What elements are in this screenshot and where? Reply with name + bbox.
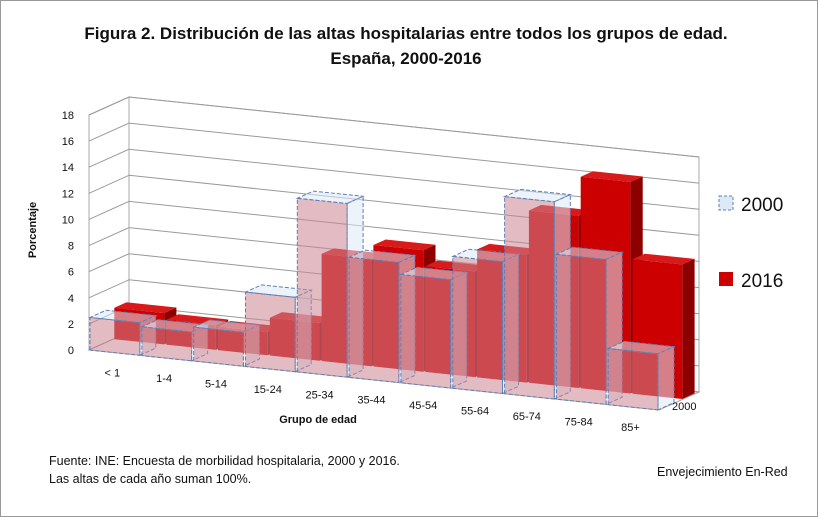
x-tick-label: 25-34 <box>306 389 334 401</box>
x-tick-label: 35-44 <box>357 395 385 407</box>
bar-2000-front <box>607 347 659 411</box>
y-tick-label: 4 <box>68 293 74 305</box>
x-tick-label: 65-74 <box>513 411 541 423</box>
gridline <box>88 96 700 158</box>
x-tick-label: 55-64 <box>461 406 489 418</box>
x-axis-label: Grupo de edad <box>279 414 357 426</box>
bar-2016-top <box>632 253 695 265</box>
y-tick-label: 10 <box>62 214 74 226</box>
legend-label-2000: 2000 <box>741 195 783 216</box>
y-axis-label: Porcentaje <box>27 202 39 258</box>
bar-2000-front <box>400 273 452 389</box>
gridline <box>88 122 700 184</box>
chart-bars <box>88 171 695 411</box>
bar-2000-front <box>452 255 503 395</box>
y-tick-label: 14 <box>62 162 74 174</box>
bar-2000-front <box>555 253 607 405</box>
bar-2000-front <box>245 291 296 373</box>
y-tick-label: 18 <box>62 110 74 122</box>
bar-2016-top <box>373 239 436 251</box>
y-tick-label: 16 <box>62 136 74 148</box>
y-axis-ticks: 0 2 4 6 8 10 12 14 16 18 <box>62 110 74 357</box>
bar-2000 <box>606 340 676 411</box>
legend: 2000 2016 <box>718 195 783 292</box>
bar-2000-front <box>504 196 555 400</box>
x-tick-label: 15-24 <box>254 384 282 396</box>
x-axis-categories: < 1 1-4 5-14 15-24 25-34 35-44 45-54 55-64 65-74… <box>105 367 640 434</box>
y-tick-label: 0 <box>68 345 74 357</box>
x-tick-label: < 1 <box>105 367 121 379</box>
bar-2016-top <box>114 302 177 314</box>
x-tick-label: 85+ <box>621 422 640 434</box>
y-tick-label: 8 <box>68 241 74 253</box>
x-tick-label: 1-4 <box>156 373 172 385</box>
bar-2000-front <box>348 256 400 384</box>
legend-swatch-2016 <box>719 272 733 286</box>
bar-2016-side <box>682 258 695 399</box>
x-tick-label: 45-54 <box>409 400 437 412</box>
y-tick-label: 6 <box>68 267 74 279</box>
source-note-2: Las altas de cada año suman 100%. <box>49 472 252 486</box>
gridline <box>88 148 700 210</box>
bar-2000-front <box>296 197 348 378</box>
credit-text: Envejecimiento En-Red <box>657 465 788 479</box>
source-note: Fuente: INE: Encuesta de morbilidad hosp… <box>49 454 400 468</box>
legend-label-2016: 2016 <box>741 271 783 292</box>
bar-2016-top <box>580 171 643 182</box>
bar-2000-front <box>193 326 244 367</box>
x-tick-label: 5-14 <box>205 378 227 390</box>
bar-2000-front <box>89 316 141 356</box>
bar-2000-front <box>141 326 193 362</box>
y-tick-label: 2 <box>68 319 74 331</box>
chart-title: Figura 2. Distribución de las altas hosp… <box>84 24 728 68</box>
legend-swatch-2000 <box>718 195 734 211</box>
y-tick-label: 12 <box>62 188 74 200</box>
x-tick-label: 75-84 <box>565 417 593 429</box>
depth-axis-label: 2000 <box>672 401 696 413</box>
